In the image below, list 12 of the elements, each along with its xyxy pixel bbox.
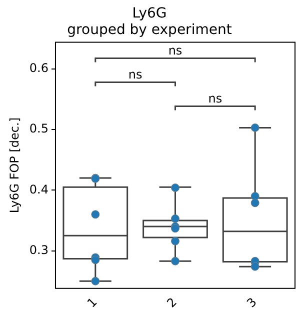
annotation: ns [208,91,222,106]
x-tick-label: 3 [244,294,260,310]
annotation: ns [128,67,142,82]
y-axis-title: Ly6G FOP [dec.] [7,118,22,214]
y-tick-label: 0.6 [29,61,48,76]
y-tick-label: 0.4 [29,182,48,196]
chart-title: Ly6G grouped by experiment [67,6,232,38]
x-tick-label: 2 [164,294,180,310]
y-tick-label: 0.3 [29,242,48,257]
y-tick-label: 0.5 [29,122,48,136]
x-tick-label: 1 [84,294,100,310]
annotation: ns [168,43,182,58]
